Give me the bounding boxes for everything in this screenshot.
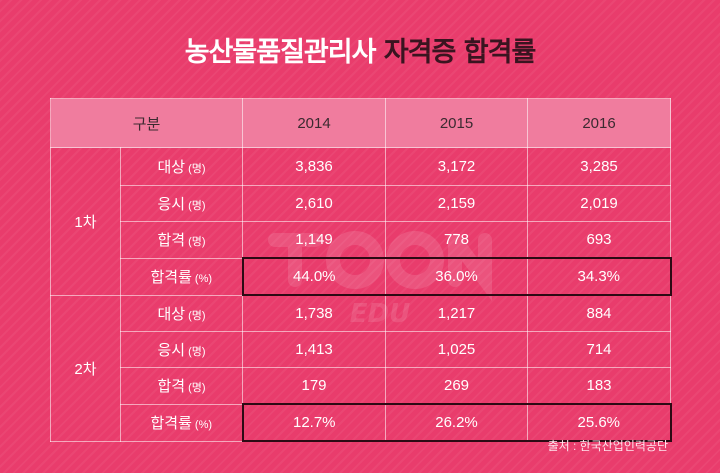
table-cell: 3,285 bbox=[527, 147, 672, 186]
table-cell: 3,836 bbox=[242, 147, 387, 186]
table-cell: 179 bbox=[242, 367, 387, 405]
row-unit: (%) bbox=[194, 419, 213, 431]
stage-label: 1차 bbox=[50, 147, 121, 296]
row-label-text: 대상 bbox=[157, 305, 186, 323]
pass-rate-cell: 12.7% bbox=[241, 403, 387, 442]
table-cell: 884 bbox=[527, 294, 672, 332]
header-year: 2014 bbox=[242, 98, 387, 148]
row-unit: (명) bbox=[188, 163, 206, 175]
table-cell: 1,738 bbox=[242, 294, 387, 332]
row-label-text: 합격률 bbox=[150, 415, 192, 432]
row-unit: (명) bbox=[188, 309, 206, 322]
row-label: 합격률 (%) bbox=[119, 403, 244, 442]
row-label: 합격률 (%) bbox=[119, 257, 244, 296]
row-label: 응시 (명) bbox=[119, 331, 244, 368]
stage-label: 2차 bbox=[50, 294, 121, 442]
pass-rate-table: 구분 2014 2015 2016 1차 대상 (명) 3,836 3,172 3… bbox=[49, 98, 672, 442]
row-label: 대상 (명) bbox=[119, 294, 244, 332]
table-row: 합격 (명) 1,149 778 693 bbox=[51, 221, 672, 259]
table-cell: 2,159 bbox=[385, 185, 529, 222]
header-row: 구분 2014 2015 2016 bbox=[49, 98, 672, 148]
table-cell: 2,610 bbox=[242, 185, 387, 222]
table-row: 1차 대상 (명) 3,836 3,172 3,285 bbox=[50, 147, 672, 296]
row-label: 응시 (명) bbox=[119, 185, 244, 222]
title-part1: 농산물품질관리사 bbox=[184, 37, 377, 68]
row-label-text: 응시 bbox=[157, 196, 186, 213]
pass-rate-cell: 36.0% bbox=[385, 257, 529, 296]
pass-rate-cell: 44.0% bbox=[241, 257, 387, 296]
row-label-text: 합격률 bbox=[150, 269, 192, 286]
table-cell: 1,025 bbox=[385, 331, 529, 368]
row-label: 합격 (명) bbox=[119, 367, 244, 405]
table-row: 2차 대상 (명) 1,738 1,217 884 bbox=[50, 294, 672, 442]
row-label-text: 합격 bbox=[157, 232, 186, 250]
table-cell: 778 bbox=[385, 221, 529, 259]
table-cell: 183 bbox=[527, 367, 672, 405]
pass-rate-cell: 25.6% bbox=[527, 403, 672, 442]
table-cell: 3,172 bbox=[385, 147, 529, 186]
pass-rate-row: 합격률 (%) 44.0% 36.0% 34.3% bbox=[51, 257, 672, 296]
pass-rate-row: 합격률 (%) 12.7% 26.2% 25.6% bbox=[51, 403, 672, 442]
header-year: 2016 bbox=[527, 98, 672, 148]
row-label: 합격 (명) bbox=[119, 221, 244, 259]
page-title: 농산물품질관리사 자격증 합격률 bbox=[0, 30, 720, 69]
row-unit: (명) bbox=[188, 382, 206, 395]
row-label: 대상 (명) bbox=[119, 147, 244, 186]
table-cell: 2,019 bbox=[527, 185, 672, 222]
table-cell: 269 bbox=[385, 367, 529, 405]
row-label-text: 응시 bbox=[157, 342, 186, 359]
table-cell: 1,149 bbox=[242, 221, 387, 259]
table-row: 응시 (명) 2,610 2,159 2,019 bbox=[51, 185, 672, 222]
pass-rate-cell: 34.3% bbox=[527, 257, 672, 296]
table-cell: 693 bbox=[527, 221, 672, 259]
table-cell: 714 bbox=[527, 331, 672, 368]
row-label-text: 합격 bbox=[157, 378, 186, 396]
table-row: 응시 (명) 1,413 1,025 714 bbox=[51, 331, 672, 368]
row-unit: (명) bbox=[188, 236, 206, 249]
row-unit: (명) bbox=[188, 200, 206, 212]
row-label-text: 대상 bbox=[157, 159, 186, 176]
table-cell: 1,413 bbox=[242, 331, 387, 368]
title-part2: 자격증 합격률 bbox=[383, 37, 536, 68]
pass-rate-cell: 26.2% bbox=[385, 403, 529, 442]
table-cell: 1,217 bbox=[385, 294, 529, 332]
table-row: 합격 (명) 179 269 183 bbox=[51, 367, 672, 405]
source-note: 출처 : 한국산업인력공단 bbox=[547, 439, 668, 453]
header-category: 구분 bbox=[49, 98, 244, 148]
header-year: 2015 bbox=[385, 98, 529, 148]
row-unit: (%) bbox=[194, 273, 213, 285]
row-unit: (명) bbox=[188, 346, 206, 358]
